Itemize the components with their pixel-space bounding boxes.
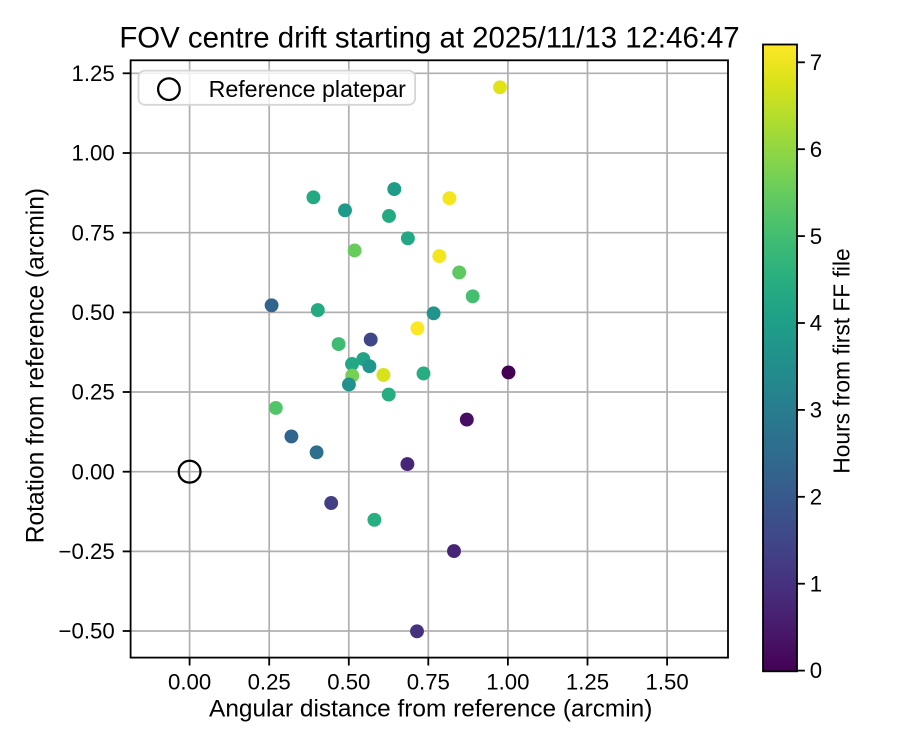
svg-text:−0.50: −0.50	[59, 619, 115, 644]
svg-text:0.75: 0.75	[407, 670, 450, 695]
svg-text:7: 7	[810, 50, 822, 75]
svg-text:0.50: 0.50	[72, 300, 115, 325]
svg-text:3: 3	[810, 398, 822, 423]
svg-text:FOV centre drift starting at 2: FOV centre drift starting at 2025/11/13 …	[119, 21, 739, 54]
svg-text:5: 5	[810, 224, 822, 249]
svg-text:0.50: 0.50	[327, 670, 370, 695]
svg-text:6: 6	[810, 137, 822, 162]
svg-text:1.00: 1.00	[486, 670, 529, 695]
svg-text:4: 4	[810, 311, 822, 336]
svg-text:0.00: 0.00	[168, 670, 211, 695]
svg-text:Angular distance from referenc: Angular distance from reference (arcmin)	[209, 696, 652, 723]
svg-text:Reference platepar: Reference platepar	[209, 76, 406, 102]
svg-text:−0.25: −0.25	[59, 539, 115, 564]
svg-text:2: 2	[810, 484, 822, 509]
svg-text:1: 1	[810, 571, 822, 596]
svg-text:0.25: 0.25	[72, 380, 115, 405]
svg-text:1.50: 1.50	[646, 670, 689, 695]
svg-text:0.75: 0.75	[72, 220, 115, 245]
svg-text:Hours from first FF file: Hours from first FF file	[829, 248, 855, 473]
svg-text:1.00: 1.00	[72, 141, 115, 166]
svg-text:0.25: 0.25	[248, 670, 291, 695]
svg-text:1.25: 1.25	[72, 61, 115, 86]
svg-text:0: 0	[810, 658, 822, 683]
svg-text:Rotation from reference (arcmi: Rotation from reference (arcmin)	[23, 188, 50, 543]
svg-text:0.00: 0.00	[72, 459, 115, 484]
svg-text:1.25: 1.25	[566, 670, 609, 695]
